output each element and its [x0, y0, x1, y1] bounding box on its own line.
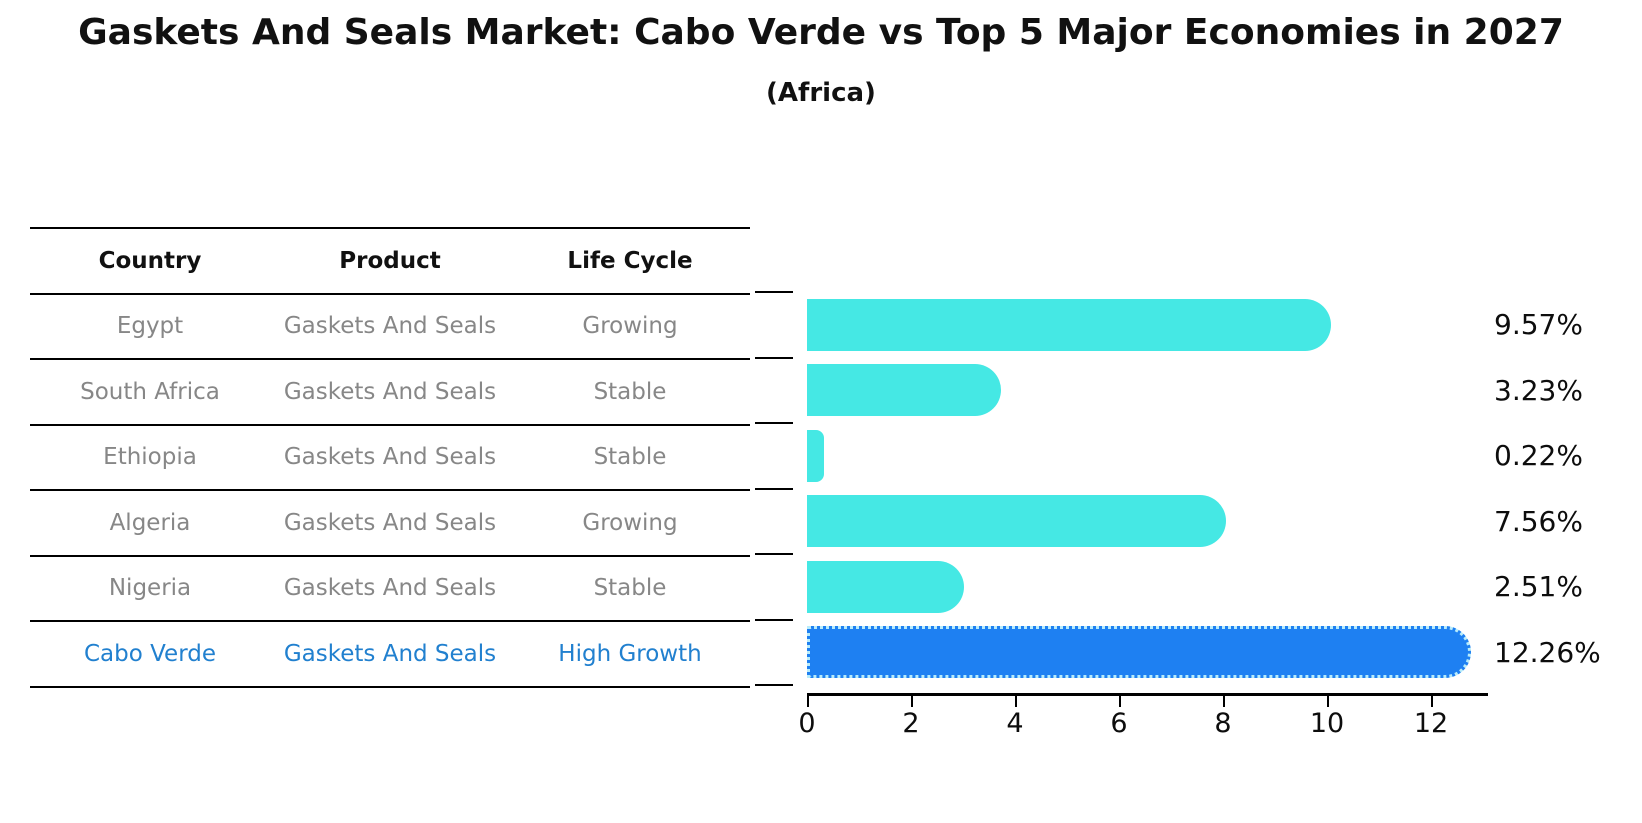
column-header-country: Country	[98, 247, 202, 274]
cell-life-cycle: Stable	[593, 444, 667, 471]
x-tick-mark	[911, 696, 913, 707]
cell-country: Ethiopia	[103, 444, 197, 471]
bar-ethiopia	[807, 429, 824, 482]
x-tick-label: 4	[1006, 708, 1024, 739]
bar-nigeria	[807, 560, 964, 613]
y-tick-mark	[755, 618, 793, 621]
x-tick-mark	[1119, 696, 1121, 707]
cell-life-cycle: Growing	[582, 313, 678, 340]
cell-country: Cabo Verde	[83, 640, 217, 667]
cell-life-cycle: High Growth	[558, 640, 702, 667]
bar-row: 12.26%	[755, 618, 1601, 686]
bar-row: 7.56%	[755, 487, 1583, 555]
x-tick-mark	[1431, 696, 1433, 707]
x-tick-mark	[1327, 696, 1329, 707]
table-row: South Africa Gaskets And Seals Stable	[30, 360, 750, 426]
bar-value-label: 0.22%	[1494, 439, 1583, 472]
bar-egypt	[807, 298, 1331, 351]
bar-value-label: 9.57%	[1494, 308, 1583, 341]
bar-value-label: 12.26%	[1494, 635, 1601, 669]
table-row: Ethiopia Gaskets And Seals Stable	[30, 426, 750, 491]
cell-product: Gaskets And Seals	[283, 509, 497, 536]
cell-life-cycle: Stable	[593, 378, 667, 405]
bar-row: 0.22%	[755, 422, 1583, 489]
cell-product: Gaskets And Seals	[283, 378, 497, 405]
table-row: Egypt Gaskets And Seals Growing	[30, 295, 750, 360]
x-axis-line	[807, 693, 1488, 696]
x-tick-label: 10	[1309, 708, 1345, 739]
bar-cabo-verde	[807, 626, 1471, 679]
cell-life-cycle: Growing	[582, 509, 678, 536]
bar-plot: 9.57% 3.23% 0.22% 7.56% 2.51% 12.26%	[755, 291, 1601, 686]
cell-country: Nigeria	[108, 575, 192, 602]
bar-value-label: 2.51%	[1494, 570, 1583, 603]
cell-product: Gaskets And Seals	[283, 575, 497, 602]
bar-value-label: 3.23%	[1494, 373, 1583, 407]
bar-value-label: 7.56%	[1494, 504, 1583, 538]
bar-row: 2.51%	[755, 553, 1583, 620]
y-tick-mark	[755, 487, 793, 490]
table-body: Egypt Gaskets And Seals Growing South Af…	[30, 295, 750, 688]
y-tick-mark	[755, 356, 793, 359]
y-tick-mark	[755, 553, 793, 555]
y-tick-mark	[755, 291, 793, 293]
cell-product: Gaskets And Seals	[283, 640, 497, 667]
y-tick-mark	[755, 684, 793, 686]
bar-row: 3.23%	[755, 356, 1583, 424]
cell-country: Egypt	[116, 313, 184, 340]
x-tick-mark	[1223, 696, 1225, 707]
x-tick-label: 8	[1214, 708, 1232, 739]
column-header-life-cycle: Life Cycle	[567, 247, 693, 274]
x-tick-label: 2	[902, 708, 920, 739]
chart-title: Gaskets And Seals Market: Cabo Verde vs …	[78, 12, 1564, 53]
table-row: Algeria Gaskets And Seals Growing	[30, 491, 750, 557]
x-tick-mark	[807, 696, 809, 707]
bar-algeria	[807, 495, 1226, 548]
x-tick-label: 6	[1110, 708, 1128, 739]
x-tick-label: 12	[1413, 708, 1449, 739]
column-header-product: Product	[339, 247, 441, 274]
x-tick-mark	[1015, 696, 1017, 707]
cell-country: South Africa	[80, 378, 220, 405]
x-tick-label: 0	[798, 708, 816, 739]
bar-south-africa	[807, 364, 1001, 417]
table-row: Cabo Verde Gaskets And Seals High Growth	[30, 622, 750, 688]
table-header-row: Country Product Life Cycle	[30, 229, 750, 295]
y-tick-mark	[755, 422, 793, 424]
data-table: Country Product Life Cycle Egypt Gaskets…	[30, 227, 750, 688]
bar-row: 9.57%	[755, 291, 1583, 358]
table-row: Nigeria Gaskets And Seals Stable	[30, 557, 750, 622]
chart-subtitle: (Africa)	[766, 78, 876, 108]
cell-country: Algeria	[109, 509, 191, 536]
cell-product: Gaskets And Seals	[283, 313, 497, 340]
cell-product: Gaskets And Seals	[283, 444, 497, 471]
cell-life-cycle: Stable	[593, 575, 667, 602]
